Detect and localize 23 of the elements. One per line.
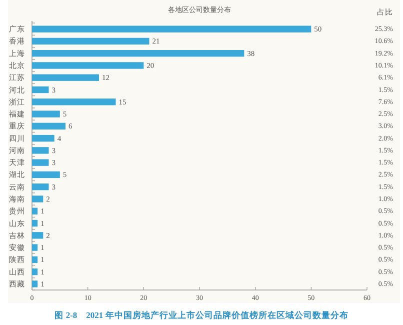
bar (32, 86, 49, 94)
bar (32, 232, 44, 239)
bar (32, 62, 144, 69)
caption: 图 2-8 2021 年中国房地产行业上市公司品牌价值榜所在区域公司数量分布 (54, 310, 348, 320)
bar (32, 38, 150, 45)
bar (32, 110, 60, 118)
bar (32, 184, 49, 190)
bar (32, 50, 244, 57)
bar (32, 147, 49, 154)
bar (32, 256, 38, 263)
bar (32, 208, 38, 214)
bar (32, 196, 44, 202)
bar (32, 244, 38, 251)
bar (32, 74, 99, 81)
bar (32, 280, 38, 288)
bar (32, 122, 66, 130)
bar (32, 159, 49, 166)
bar (32, 98, 116, 106)
bar (32, 134, 54, 142)
bar (32, 268, 38, 276)
bar (32, 171, 60, 178)
bar (32, 26, 312, 32)
bar (32, 220, 38, 227)
